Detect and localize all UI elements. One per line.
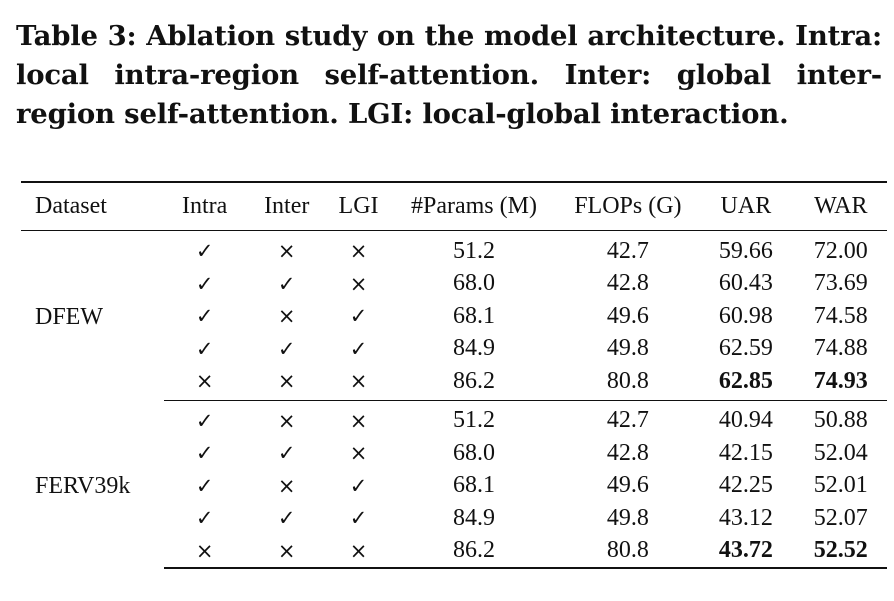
header-war: WAR [794,181,887,231]
inter-cell: ✓ [277,271,296,296]
war-cell: 52.07 [813,504,868,531]
lgi-cell: × [327,534,390,569]
war-cell: 74.93 [794,365,887,401]
intra-cell: ✓ [195,271,214,296]
header-uar: UAR [697,181,795,231]
params-cell: 68.1 [452,472,495,499]
war-cell: 72.00 [813,237,868,264]
inter-cell: × [245,534,328,569]
inter-cell: × [277,408,296,433]
table-row: FERV39k ✓ × × 51.2 42.7 40.94 50.88 [21,400,887,498]
table-caption: Table 3: Ablation study on the model arc… [16,20,882,130]
dataset-name-cell: FERV39k [35,472,131,499]
intra-cell: ✓ [195,473,214,498]
params-cell: 84.9 [452,504,495,531]
intra-cell: × [163,365,246,401]
table-row: ✓ ✓ × 68.0 42.8 60.43 73.69 [21,268,887,301]
intra-cell: × [163,534,246,569]
params-cell: 51.2 [452,407,495,434]
dataset-name-cell: DFEW [35,304,103,330]
lgi-cell: × [349,239,368,264]
flops-cell: 42.8 [606,439,649,466]
params-cell: 86.2 [389,365,559,401]
war-cell: 52.52 [794,534,887,569]
lgi-cell: × [349,441,368,466]
header-inter: Inter [245,181,328,231]
inter-cell: × [245,365,328,401]
table-row: ✓ ✓ ✓ 84.9 49.8 62.59 74.88 [21,333,887,366]
lgi-cell: ✓ [349,336,368,361]
params-cell: 68.0 [452,270,495,297]
uar-cell: 59.66 [718,237,773,264]
flops-cell: 80.8 [558,534,698,569]
uar-cell: 62.85 [697,365,795,401]
intra-cell: ✓ [195,239,214,264]
inter-cell: × [277,239,296,264]
flops-cell: 49.6 [606,472,649,499]
intra-cell: ✓ [195,408,214,433]
inter-cell: ✓ [277,441,296,466]
ablation-table: Dataset Intra Inter LGI #Params (M) FLOP… [21,181,887,569]
table-header: Dataset Intra Inter LGI #Params (M) FLOP… [21,181,887,231]
intra-cell: ✓ [195,304,214,329]
flops-cell: 49.6 [606,302,649,329]
war-cell: 50.88 [813,407,868,434]
table-row: DFEW ✓ × × 51.2 42.7 59.66 72.00 [21,231,887,330]
params-cell: 68.1 [452,302,495,329]
lgi-cell: ✓ [349,473,368,498]
uar-cell: 42.15 [718,439,773,466]
header-dataset: Dataset [21,181,164,231]
war-cell: 52.01 [813,472,868,499]
header-row: Dataset Intra Inter LGI #Params (M) FLOP… [21,181,887,231]
inter-cell: ✓ [277,336,296,361]
table-body: DFEW ✓ × × 51.2 42.7 59.66 72.00 ✓ ✓ × 68.0 42.8 60.4… [21,231,887,569]
table-row: ✓ ✓ ✓ 84.9 49.8 43.12 52.07 [21,502,887,535]
params-cell: 68.0 [452,439,495,466]
header-intra: Intra [163,181,246,231]
table-row: × × × 86.2 80.8 43.72 52.52 [21,534,887,569]
params-cell: 86.2 [389,534,559,569]
table-row: × × × 86.2 80.8 62.85 74.93 [21,365,887,401]
flops-cell: 42.7 [606,237,649,264]
uar-cell: 60.43 [718,270,773,297]
war-cell: 52.04 [813,439,868,466]
uar-cell: 43.12 [718,504,773,531]
flops-cell: 42.8 [606,270,649,297]
war-cell: 73.69 [813,270,868,297]
params-cell: 84.9 [452,335,495,362]
inter-cell: × [277,304,296,329]
uar-cell: 60.98 [718,302,773,329]
params-cell: 51.2 [452,237,495,264]
inter-cell: ✓ [277,506,296,531]
inter-cell: × [277,473,296,498]
lgi-cell: × [327,365,390,401]
header-lgi: LGI [327,181,390,231]
war-cell: 74.58 [813,302,868,329]
uar-cell: 43.72 [697,534,795,569]
ablation-table-container: Dataset Intra Inter LGI #Params (M) FLOP… [21,181,887,569]
header-params: #Params (M) [389,181,559,231]
lgi-cell: × [349,271,368,296]
lgi-cell: ✓ [349,506,368,531]
intra-cell: ✓ [195,441,214,466]
flops-cell: 80.8 [558,365,698,401]
table-row: ✓ × ✓ 68.1 49.6 60.98 74.58 [21,300,887,333]
war-cell: 74.88 [813,335,868,362]
uar-cell: 42.25 [718,472,773,499]
flops-cell: 49.8 [606,504,649,531]
lgi-cell: ✓ [349,304,368,329]
intra-cell: ✓ [195,336,214,361]
flops-cell: 42.7 [606,407,649,434]
table-row: ✓ × ✓ 68.1 49.6 42.25 52.01 [21,470,887,503]
intra-cell: ✓ [195,506,214,531]
flops-cell: 49.8 [606,335,649,362]
uar-cell: 62.59 [718,335,773,362]
lgi-cell: × [349,408,368,433]
header-flops: FLOPs (G) [558,181,698,231]
uar-cell: 40.94 [718,407,773,434]
table-row: ✓ ✓ × 68.0 42.8 42.15 52.04 [21,437,887,470]
